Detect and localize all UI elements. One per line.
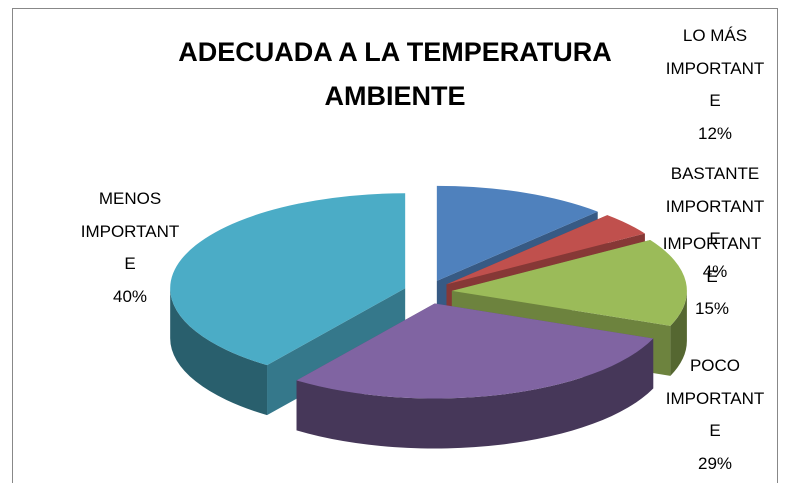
pie-slice	[436, 185, 598, 281]
pie-slice	[451, 239, 687, 326]
slice-label: BASTANTE IMPORTANTE	[665, 164, 765, 248]
slice-side	[670, 290, 687, 376]
pie-slice	[170, 193, 406, 366]
chart-title: ADECUADA A LA TEMPERATURA AMBIENTE	[178, 37, 612, 111]
slice-side	[296, 338, 654, 449]
slice-value-label: 40%	[112, 287, 148, 306]
chart-border	[12, 8, 778, 483]
slice-side	[170, 288, 268, 416]
slice-value-label: 12%	[697, 124, 733, 143]
pie-slice	[446, 215, 645, 285]
slice-value-label: 15%	[694, 299, 730, 318]
slice-label: IMPORTANTE	[662, 234, 762, 286]
slice-value-label: 29%	[697, 454, 733, 473]
slice-value-label: 4%	[702, 262, 728, 281]
slice-label: LO MÁS IMPORTANTE	[665, 26, 765, 110]
slice-label: MENOS IMPORTANTE	[80, 189, 180, 273]
pie-slice	[296, 303, 654, 399]
slice-label: POCO IMPORTANTE	[665, 356, 765, 440]
